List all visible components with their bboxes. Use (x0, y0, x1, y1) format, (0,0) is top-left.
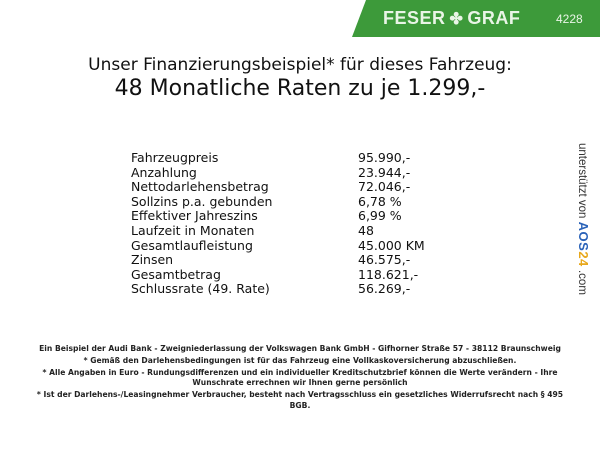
table-row: Gesamtbetrag 118.621,- (131, 266, 425, 283)
finance-table: Fahrzeugpreis 95.990,- Anzahlung 23.944,- Ne… (131, 150, 425, 297)
table-row: Gesamtlaufleistung 45.000 KM (131, 237, 425, 254)
footer-line: Ein Beispiel der Audi Bank - Zweignieder… (39, 344, 561, 353)
row-label: Gesamtlaufleistung (131, 237, 253, 253)
row-label: Zinsen (131, 252, 174, 268)
row-label: Laufzeit in Monaten (131, 222, 255, 238)
footer-line: * Alle Angaben in Euro - Rundungsdiffere… (42, 368, 558, 388)
sponsor-suffix: .com (576, 269, 588, 295)
row-label: Effektiver Jahreszins (131, 208, 258, 224)
row-value: 95.990,- (358, 150, 411, 165)
table-row: Laufzeit in Monaten 48 (131, 222, 425, 239)
table-row: Schlussrate (49. Rate) 56.269,- (131, 282, 425, 297)
footer-disclaimer: Ein Beispiel der Audi Bank - Zweignieder… (30, 344, 570, 413)
table-row: Zinsen 46.575,- (131, 253, 425, 268)
sponsor-label: unterstützt von AOS24 .com (576, 143, 591, 295)
row-value: 48 (358, 222, 374, 238)
table-row: Fahrzeugpreis 95.990,- (131, 150, 425, 166)
footer-line: * Gemäß den Darlehensbedingungen ist für… (83, 356, 517, 365)
row-label: Schlussrate (49. Rate) (131, 281, 270, 297)
title-line2: 48 Monatliche Raten zu je 1.299,- (114, 76, 486, 101)
row-value: 56.269,- (358, 281, 411, 297)
row-value: 6,78 % (358, 193, 402, 209)
table-row: Nettodarlehensbetrag 72.046,- (131, 180, 425, 195)
table-row: Anzahlung 23.944,- (131, 164, 425, 181)
brand-name: FESER (383, 8, 446, 28)
aos24-logo: AOS24 (576, 221, 591, 267)
title-line1: Unser Finanzierungsbeispiel* für dieses … (88, 55, 512, 75)
sponsor-prefix: unterstützt von (576, 143, 588, 219)
row-label: Anzahlung (131, 164, 197, 180)
header-banner (352, 0, 600, 37)
row-label: Fahrzeugpreis (131, 150, 219, 165)
row-value: 6,99 % (358, 208, 402, 224)
row-value: 46.575,- (358, 252, 411, 268)
row-value: 45.000 KM (358, 237, 425, 253)
row-value: 72.046,- (358, 179, 411, 195)
row-label: Gesamtbetrag (131, 266, 221, 282)
table-row: Effektiver Jahreszins 6,99 % (131, 209, 425, 224)
row-value: 23.944,- (358, 164, 411, 180)
clover-icon: ✤ (449, 10, 464, 28)
row-label: Sollzins p.a. gebunden (131, 193, 273, 209)
footer-line: * Ist der Darlehens-/Leasingnehmer Verbr… (36, 390, 564, 410)
dealer-id: 4228 (556, 12, 583, 26)
table-row: Sollzins p.a. gebunden 6,78 % (131, 193, 425, 210)
row-label: Nettodarlehensbetrag (131, 179, 269, 195)
brand-name-2: GRAF (467, 8, 521, 28)
brand-logo: FESER ✤ GRAF (383, 8, 520, 29)
row-value: 118.621,- (358, 266, 419, 282)
